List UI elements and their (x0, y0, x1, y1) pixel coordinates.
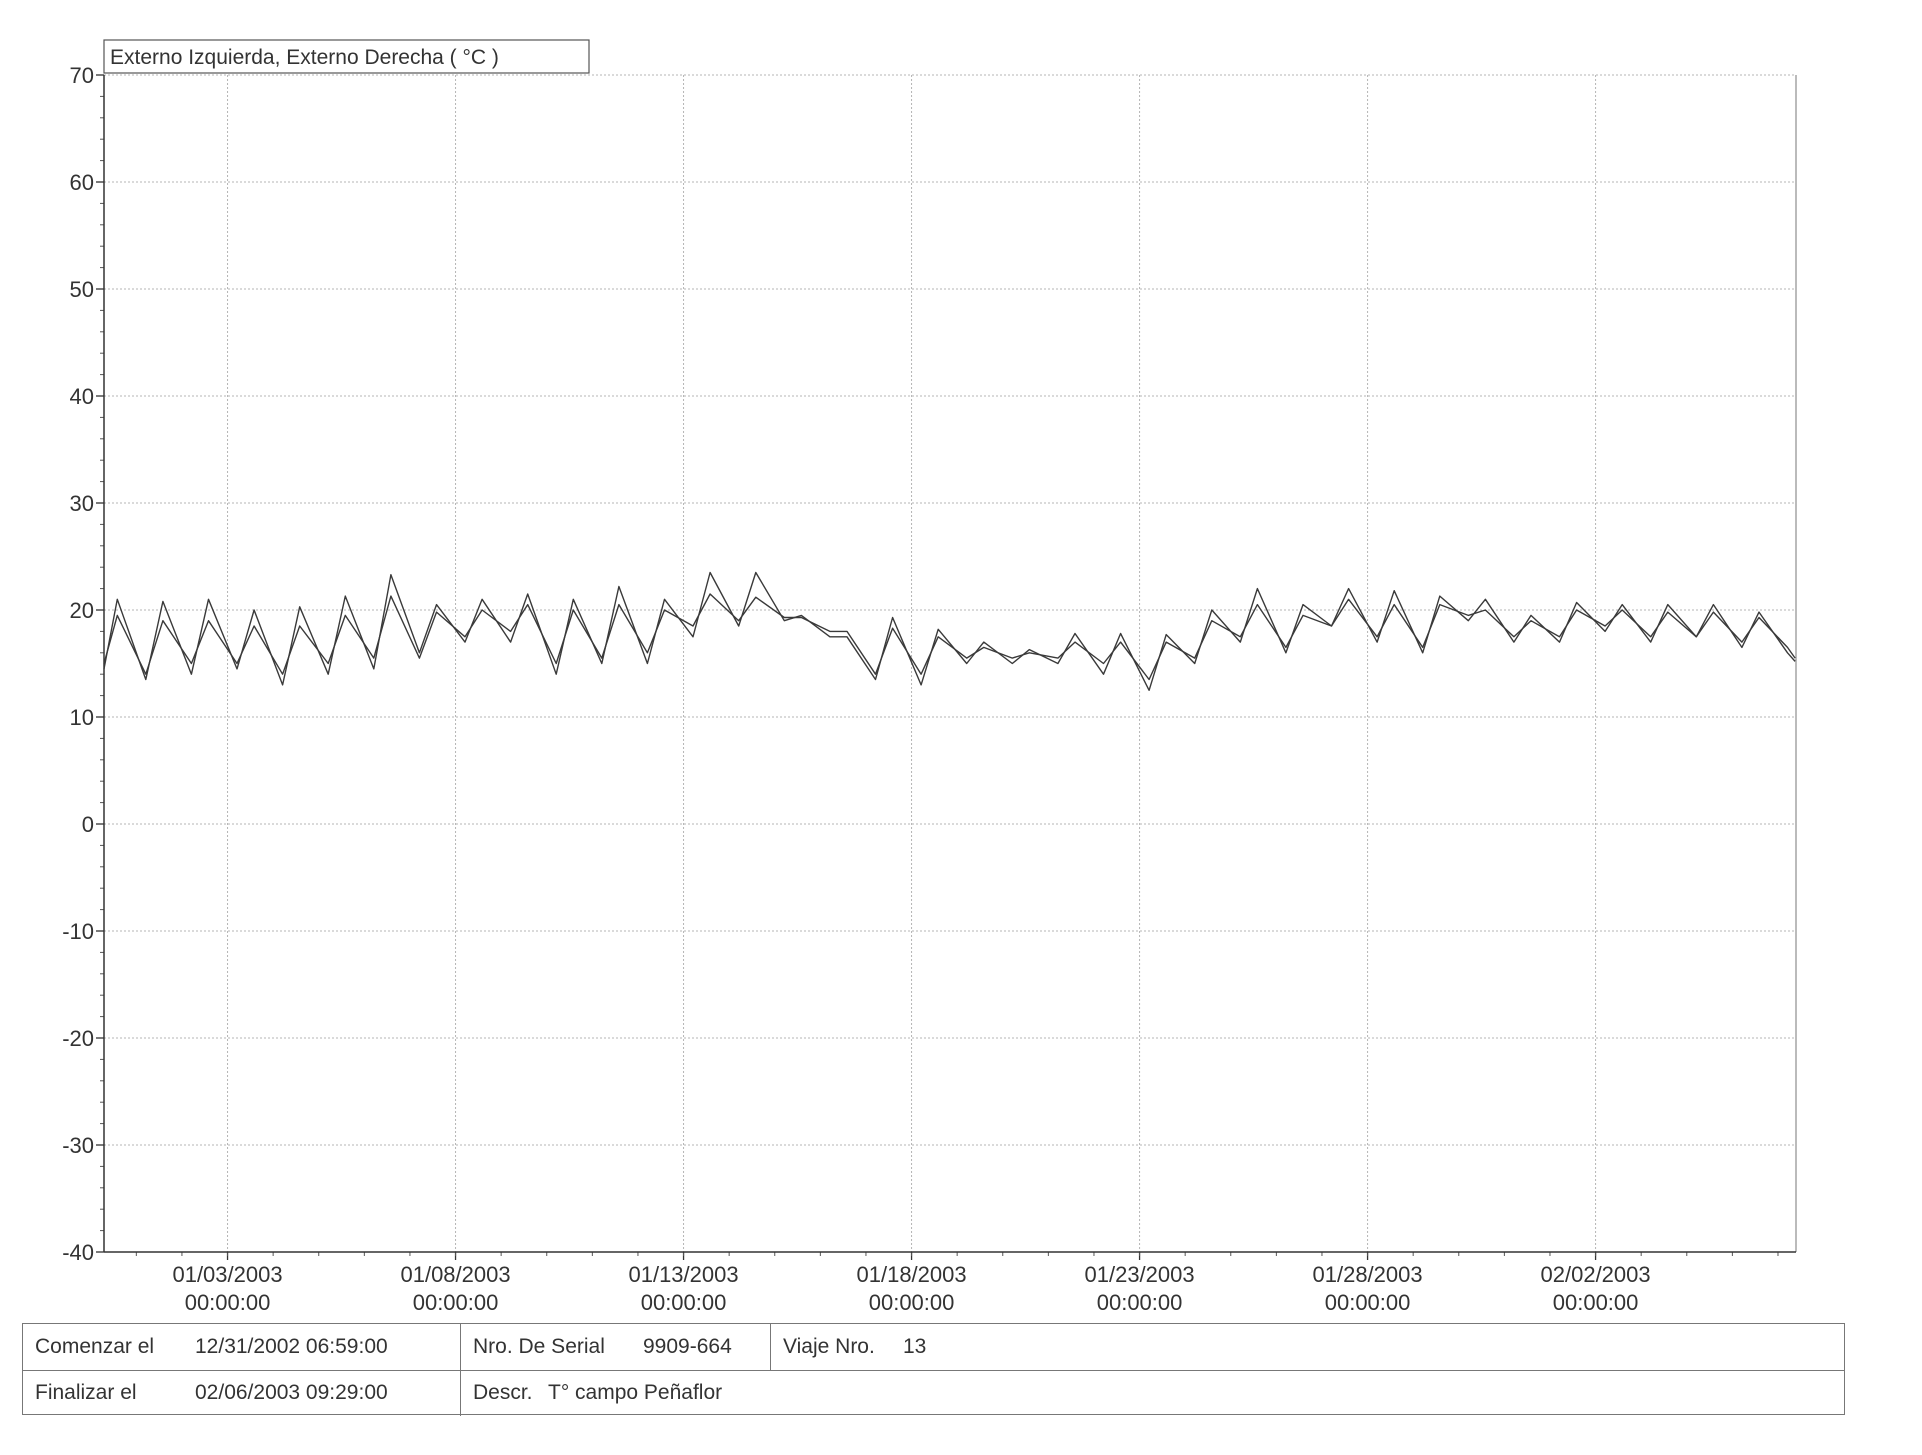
footer-divider (460, 1324, 461, 1416)
y-tick-label: 40 (70, 384, 94, 409)
x-axis-ticks: 01/03/2003 00:00:00 01/08/2003 00:00:00 01/1… (135, 1252, 1779, 1315)
y-tick-label: 30 (70, 491, 94, 516)
trip-label: Viaje Nro. (783, 1335, 875, 1358)
descr-value: T° campo Peñaflor (548, 1381, 723, 1404)
x-tick-time: 00:00:00 (869, 1290, 955, 1315)
x-tick-date: 01/08/2003 (400, 1262, 510, 1287)
start-value: 12/31/2002 06:59:00 (195, 1335, 388, 1358)
series-lines (103, 571, 1796, 691)
chart-title-box (103, 39, 590, 74)
y-tick-label: 20 (70, 598, 94, 623)
y-tick-label: -40 (62, 1240, 94, 1265)
y-axis-ticks: 70 60 50 40 30 20 10 0 -10 -20 -30 -40 (62, 63, 104, 1265)
chart-title: Externo Izquierda, Externo Derecha ( °C … (110, 46, 499, 69)
serial-label: Nro. De Serial (473, 1335, 605, 1358)
x-tick-time: 00:00:00 (413, 1290, 499, 1315)
x-tick-time: 00:00:00 (1097, 1290, 1183, 1315)
start-label: Comenzar el (35, 1335, 155, 1358)
x-tick-time: 00:00:00 (185, 1290, 271, 1315)
footer-row-start: Comenzar el 12/31/2002 06:59:00 Nro. De … (23, 1324, 1844, 1371)
x-tick-time: 00:00:00 (641, 1290, 727, 1315)
y-tick-label: 50 (70, 277, 94, 302)
serial-value: 9909-664 (643, 1335, 732, 1358)
x-tick-time: 00:00:00 (1325, 1290, 1411, 1315)
end-label: Finalizar el (35, 1381, 137, 1404)
y-tick-label: -10 (62, 919, 94, 944)
x-tick-date: 02/02/2003 (1541, 1262, 1651, 1287)
y-tick-label: 70 (70, 63, 94, 88)
descr-label: Descr. (473, 1381, 533, 1404)
grid-lines (104, 74, 1797, 1253)
trip-value: 13 (903, 1335, 927, 1358)
footer-row-end: Finalizar el 02/06/2003 09:29:00 Descr. … (23, 1370, 1844, 1416)
y-tick-label: 60 (70, 170, 94, 195)
y-tick-label: 0 (82, 812, 94, 837)
x-tick-date: 01/13/2003 (628, 1262, 738, 1287)
x-tick-date: 01/03/2003 (172, 1262, 282, 1287)
y-tick-label: 10 (70, 705, 94, 730)
series-line-1 (103, 571, 1796, 691)
series-line-2 (103, 593, 1796, 681)
x-tick-time: 00:00:00 (1553, 1290, 1639, 1315)
y-tick-label: -30 (62, 1133, 94, 1158)
x-tick-date: 01/28/2003 (1313, 1262, 1423, 1287)
footer-divider (770, 1324, 771, 1370)
x-tick-date: 01/23/2003 (1085, 1262, 1195, 1287)
y-tick-label: -20 (62, 1026, 94, 1051)
info-footer: Comenzar el 12/31/2002 06:59:00 Nro. De … (22, 1323, 1845, 1416)
end-value: 02/06/2003 09:29:00 (195, 1381, 388, 1404)
x-tick-date: 01/18/2003 (857, 1262, 967, 1287)
